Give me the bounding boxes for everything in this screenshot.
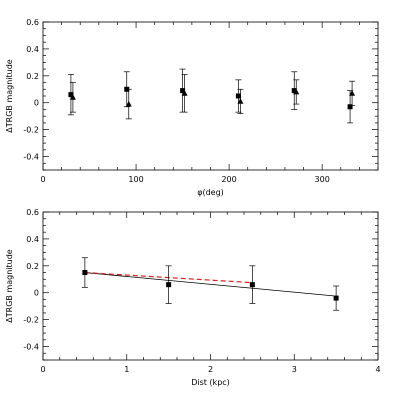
x-tick-label: 1 — [124, 365, 129, 374]
x-tick-label: 300 — [315, 175, 330, 184]
plot-frame — [42, 21, 379, 171]
y-tick-label: 0.4 — [26, 235, 39, 244]
plot-frame — [42, 211, 379, 361]
bottom-chart: 0 1 2 3 4 -0.4 -0.2 0 0.2 0.4 0.6 Dist (kpc) ΔTRGB m… — [5, 208, 381, 387]
x-axis-label: φ(deg) — [197, 188, 224, 197]
x-axis-label: Dist (kpc) — [191, 378, 230, 387]
x-tick-label: 200 — [221, 175, 236, 184]
x-tick-label: 0 — [40, 365, 45, 374]
y-tick-label: 0.4 — [26, 45, 39, 54]
square-point — [249, 282, 255, 288]
x-tick-label: 0 — [40, 175, 45, 184]
y-tick-label: -0.2 — [23, 126, 39, 135]
y-tick-label: -0.4 — [23, 153, 39, 162]
square-point — [333, 295, 339, 301]
square-point — [82, 270, 88, 276]
y-tick-label: 0.6 — [26, 18, 39, 27]
x-tick-label: 4 — [375, 365, 380, 374]
y-tick-label: 0.6 — [26, 208, 39, 217]
triangle-point — [293, 88, 300, 95]
x-tick-label: 3 — [292, 365, 297, 374]
triangle-point — [125, 100, 132, 107]
solid-fit-line — [84, 272, 337, 297]
square-point — [235, 93, 241, 99]
triangle-point — [237, 98, 244, 104]
y-tick-label: 0.2 — [26, 262, 39, 271]
y-tick-label: 0.2 — [26, 72, 39, 81]
y-axis-label: ΔTRGB magnitude — [5, 249, 14, 323]
triangle-point — [349, 90, 356, 96]
x-tick-label: 100 — [128, 175, 143, 184]
square-point — [347, 104, 353, 110]
square-point — [291, 88, 297, 94]
y-tick-label: 0 — [34, 289, 39, 298]
square-point — [68, 92, 74, 98]
y-tick-label: -0.2 — [23, 316, 39, 325]
square-point — [166, 282, 172, 288]
y-tick-label: -0.4 — [23, 343, 39, 352]
triangle-point — [69, 94, 76, 100]
triangle-point — [181, 90, 188, 96]
square-point — [180, 88, 186, 94]
y-tick-label: 0 — [34, 99, 39, 108]
x-tick-label: 2 — [208, 365, 213, 374]
y-axis-label: ΔTRGB magnitude — [5, 59, 14, 133]
top-chart: 0 100 200 300 -0.4 -0.2 0 0.2 0.4 0.6 φ(deg) ΔTRGB … — [5, 18, 379, 197]
